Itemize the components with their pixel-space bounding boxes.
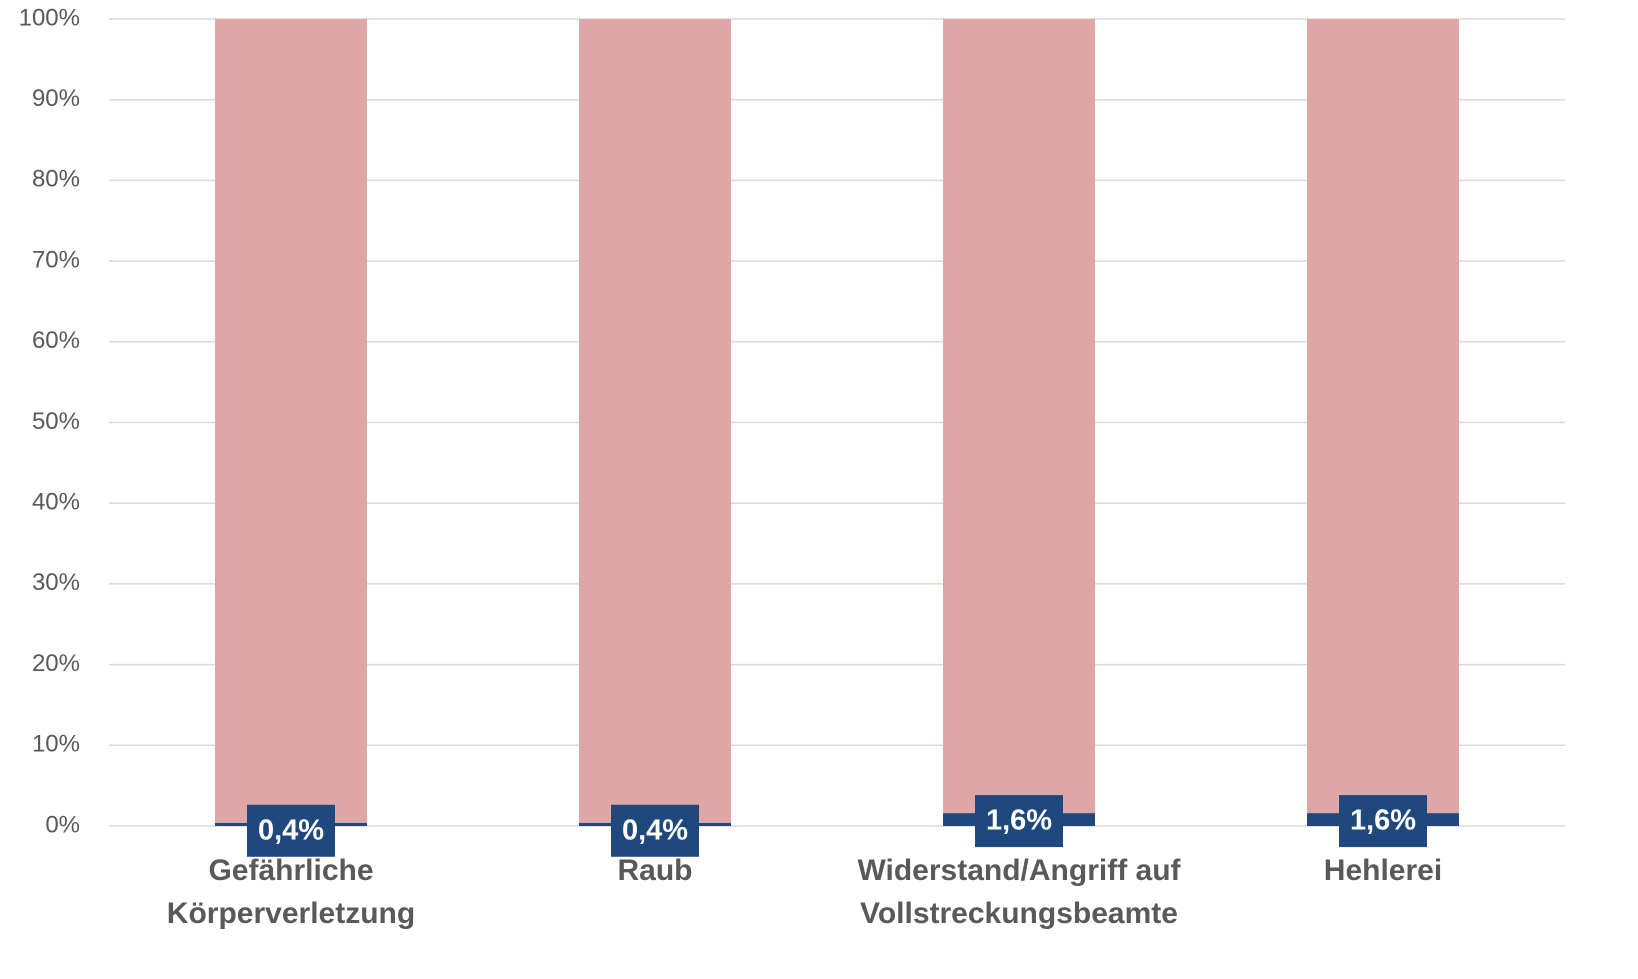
bar-segment: [1307, 19, 1459, 814]
bar-segment: [215, 19, 367, 823]
data-label: 1,6%: [986, 805, 1052, 837]
bar-segment: [579, 19, 731, 823]
x-tick-label: Körperverletzung: [167, 897, 415, 930]
data-label-box: [1339, 795, 1427, 848]
y-tick-label: 80%: [32, 166, 80, 193]
y-tick-label: 30%: [32, 569, 80, 596]
x-tick-label: Hehlerei: [1324, 854, 1442, 887]
data-label-box: [611, 804, 699, 857]
y-tick-label: 70%: [32, 246, 80, 273]
bar-segment: [943, 19, 1095, 814]
data-label-box: [975, 795, 1063, 848]
data-label-box: [247, 804, 335, 857]
y-tick-label: 20%: [32, 650, 80, 677]
x-tick-label: Raub: [618, 854, 693, 887]
x-tick-label: Gefährliche: [208, 854, 373, 887]
y-tick-label: 50%: [32, 408, 80, 435]
y-tick-label: 60%: [32, 327, 80, 354]
y-tick-label: 100%: [19, 4, 80, 31]
y-tick-label: 40%: [32, 489, 80, 516]
y-tick-label: 0%: [45, 811, 80, 838]
data-label: 0,4%: [258, 814, 324, 846]
x-tick-label: Vollstreckungsbeamte: [860, 897, 1178, 930]
y-tick-label: 10%: [32, 731, 80, 758]
x-tick-label: Widerstand/Angriff auf: [857, 854, 1181, 887]
y-tick-label: 90%: [32, 85, 80, 112]
data-label: 0,4%: [622, 814, 688, 846]
data-label: 1,6%: [1350, 805, 1416, 837]
